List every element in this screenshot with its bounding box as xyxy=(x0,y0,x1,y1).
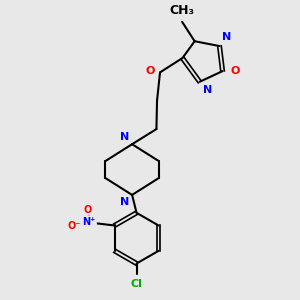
Text: O: O xyxy=(231,66,240,76)
Text: N: N xyxy=(202,85,212,95)
Text: O: O xyxy=(84,205,92,215)
Text: O⁻: O⁻ xyxy=(68,221,81,231)
Text: N: N xyxy=(223,32,232,43)
Text: Cl: Cl xyxy=(130,279,142,289)
Text: N: N xyxy=(120,132,130,142)
Text: CH₃: CH₃ xyxy=(169,4,195,17)
Text: N: N xyxy=(120,197,130,207)
Text: O: O xyxy=(145,66,154,76)
Text: N⁺: N⁺ xyxy=(82,217,96,226)
